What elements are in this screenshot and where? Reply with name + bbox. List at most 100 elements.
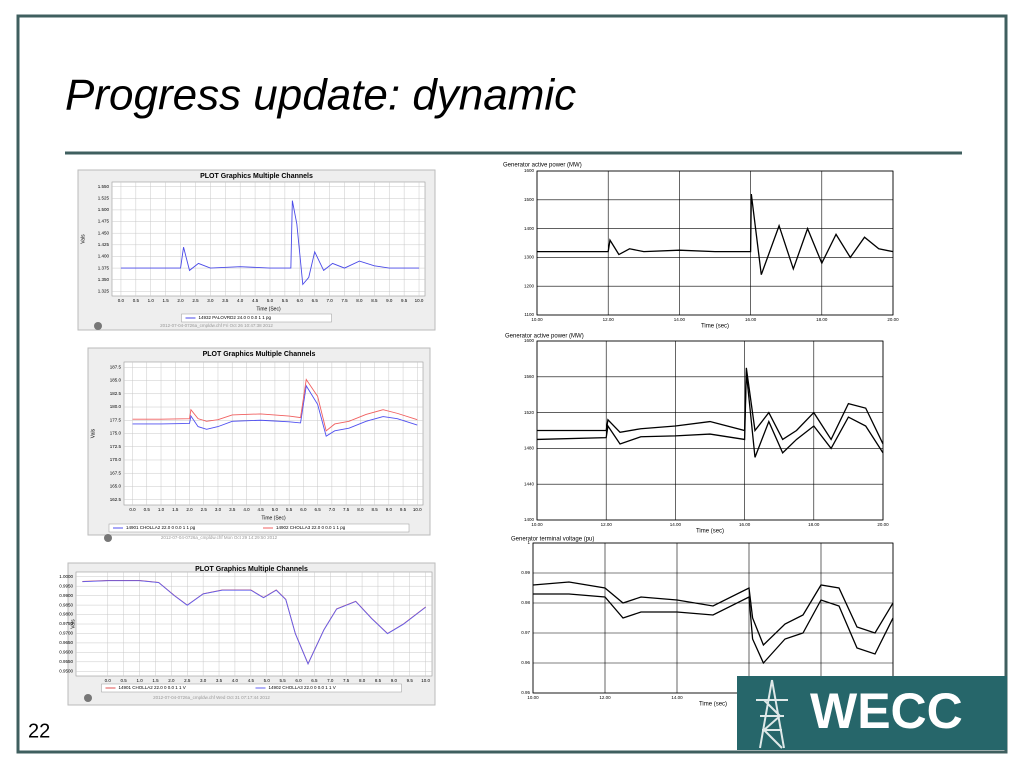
y-tick-label: 0.99 [521, 570, 530, 575]
y-tick-label: 1.450 [98, 230, 110, 235]
y-tick-label: 0.9750 [59, 621, 73, 626]
y-tick-label: 1520 [524, 410, 535, 415]
y-tick-label: 187.5 [110, 364, 122, 369]
x-tick-label: 6.5 [312, 298, 319, 303]
y-tick-label: 0.97 [521, 630, 530, 635]
x-axis-label: Time (Sec) [256, 306, 281, 312]
x-tick-label: 6.0 [297, 298, 304, 303]
chart: PLOT Graphics Multiple Channels Time (Sec… [77, 169, 436, 331]
x-tick-label: 2.0 [186, 507, 193, 512]
y-tick-label: 172.5 [110, 444, 122, 449]
slide-frame [16, 14, 1008, 754]
x-tick-label: 1.0 [148, 298, 155, 303]
y-tick-label: 0.9500 [59, 668, 73, 673]
x-tick-label: 1.5 [152, 678, 159, 683]
x-tick-label: 16.00 [745, 317, 757, 322]
y-tick-label: 0.9900 [59, 593, 73, 598]
x-tick-label: 5.0 [267, 298, 274, 303]
x-tick-label: 2.5 [184, 678, 191, 683]
chart-title: PLOT Graphics Multiple Channels [200, 173, 313, 180]
plot-area [536, 170, 894, 316]
x-tick-label: 5.5 [286, 507, 293, 512]
y-tick-label: 1.400 [98, 254, 110, 259]
x-tick-label: 4.0 [243, 507, 250, 512]
x-tick-label: 8.0 [359, 678, 366, 683]
y-tick-label: 0.9550 [59, 659, 73, 664]
y-tick-label: 1400 [524, 226, 535, 231]
series-line [132, 384, 418, 437]
x-tick-label: 9.5 [407, 678, 414, 683]
x-tick-label: 1.5 [163, 298, 170, 303]
legend [101, 683, 402, 693]
y-tick-label: 0.95 [521, 690, 530, 695]
y-tick-label: 0.9950 [59, 583, 73, 588]
chart-title: Generator terminal voltage (pu) [511, 537, 594, 543]
y-tick-label: 1600 [524, 168, 535, 173]
y-tick-label: 1.0000 [59, 574, 73, 579]
legend-label: 14932 PALOVRD2 24.0 0 0.0 1 1 pg [199, 315, 272, 320]
chart-footer: 2012-07-04-0726a_cmpldw.chf Wed Oct 31 0… [153, 695, 270, 700]
x-tick-label: 7.5 [341, 298, 348, 303]
chart-title: Generator active power (MW) [505, 334, 584, 340]
chart: Generator active power (MW) Time (sec) 160… [505, 334, 889, 535]
plot-area [111, 181, 426, 297]
x-tick-label: 7.5 [343, 678, 350, 683]
x-tick-label: 5.0 [264, 678, 271, 683]
y-axis-label: Vals [90, 428, 96, 438]
chart-title: PLOT Graphics Multiple Channels [203, 351, 316, 358]
legend [181, 313, 332, 323]
legend-label: 14901 CHOLLA2 22.0 0 0.0 1 1 V [119, 685, 186, 690]
chart-title: PLOT Graphics Multiple Channels [195, 566, 308, 573]
x-tick-label: 10.00 [527, 695, 539, 700]
x-tick-label: 4.5 [252, 298, 259, 303]
x-axis-label: Time (sec) [701, 324, 729, 330]
y-tick-label: 1.350 [98, 277, 110, 282]
x-tick-label: 3.0 [200, 678, 207, 683]
x-tick-label: 6.0 [295, 678, 302, 683]
x-tick-label: 2.0 [168, 678, 175, 683]
x-tick-label: 18.00 [808, 522, 820, 527]
y-tick-label: 1600 [524, 338, 535, 343]
x-tick-label: 0.5 [144, 507, 151, 512]
series-line [537, 367, 884, 445]
x-tick-label: 2.0 [177, 298, 184, 303]
y-tick-label: 1560 [524, 374, 535, 379]
y-tick-label: 1.425 [98, 242, 110, 247]
chart-footer: 2012-07-04-0726a_cmpldw.chf Mon Oct 29 1… [161, 535, 278, 540]
y-tick-label: 0.9850 [59, 602, 73, 607]
x-tick-label: 7.0 [329, 507, 336, 512]
y-tick-label: 0.96 [521, 660, 530, 665]
y-tick-label: 1480 [524, 446, 535, 451]
x-axis-label: Time (Sec) [261, 515, 286, 521]
series-line [132, 378, 418, 432]
x-tick-label: 5.5 [279, 678, 286, 683]
legend-label: 14902 CHOLLA3 22.0 0 0.0 1 1 V [269, 685, 336, 690]
x-tick-label: 3.0 [207, 298, 214, 303]
x-tick-label: 0.0 [118, 298, 125, 303]
y-tick-label: 1.525 [98, 195, 110, 200]
x-tick-label: 14.00 [671, 695, 683, 700]
x-tick-label: 4.5 [258, 507, 265, 512]
logo-tower [756, 679, 788, 749]
x-tick-label: 6.5 [315, 507, 322, 512]
x-tick-label: 5.5 [282, 298, 289, 303]
x-tick-label: 4.5 [248, 678, 255, 683]
x-tick-label: 12.00 [601, 522, 613, 527]
x-tick-label: 9.0 [386, 298, 393, 303]
y-tick-label: 175.0 [110, 431, 122, 436]
y-tick-label: 1.475 [98, 219, 110, 224]
x-tick-label: 8.0 [356, 298, 363, 303]
x-tick-label: 14.00 [674, 317, 686, 322]
series-line [532, 581, 894, 647]
y-tick-label: 1.325 [98, 289, 110, 294]
y-tick-label: 170.0 [110, 457, 122, 462]
ge-logo [104, 534, 112, 542]
logo: WECC [737, 676, 1007, 750]
x-tick-label: 20.00 [877, 522, 889, 527]
x-tick-label: 3.5 [222, 298, 229, 303]
x-tick-label: 1.0 [136, 678, 143, 683]
x-tick-label: 7.0 [326, 298, 333, 303]
y-tick-label: 1 [527, 540, 530, 545]
x-tick-label: 0.5 [121, 678, 128, 683]
